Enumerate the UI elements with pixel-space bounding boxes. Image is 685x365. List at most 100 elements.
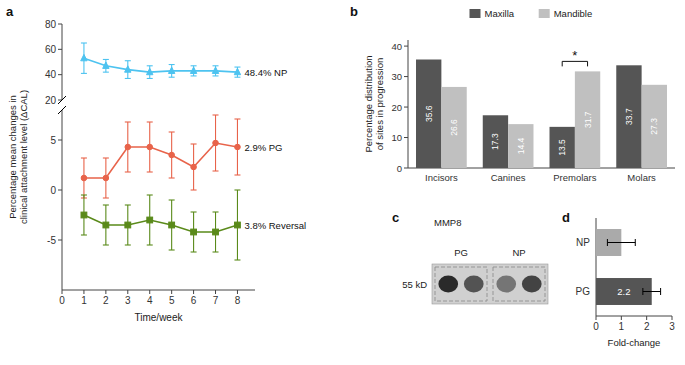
y-tick-label: 0: [397, 163, 402, 174]
bar: [616, 65, 641, 168]
error-bar: [169, 65, 175, 78]
error-cap: [81, 157, 87, 158]
data-label: 33.7: [624, 108, 634, 125]
error-bar: [147, 66, 153, 79]
y-tick-label: 5: [50, 135, 56, 146]
data-label: 31.7: [583, 111, 593, 128]
axes: 0123NPPG: [576, 218, 676, 332]
y-tick-label: 40: [391, 41, 402, 52]
blot-target: MMP8: [434, 217, 461, 228]
bar: [642, 85, 667, 168]
error-bar: [234, 119, 240, 175]
error-cap: [635, 239, 636, 246]
point: [81, 212, 87, 218]
error-cap: [169, 64, 175, 65]
data-labels: 2.2: [617, 286, 630, 297]
error-bar: [147, 195, 153, 245]
x-tick-label: Incisors: [425, 172, 458, 183]
y-tick: [58, 190, 62, 191]
x-tick: [62, 290, 63, 294]
plot-area: [416, 60, 667, 168]
x-tick-label: 3: [669, 321, 675, 332]
x-tick-label: Premolars: [553, 172, 597, 183]
error-cap: [147, 171, 153, 172]
point: [81, 54, 87, 60]
error-cap: [169, 199, 175, 200]
error-cap: [147, 65, 153, 66]
lane-label: NP: [512, 247, 525, 258]
data-label: 14.4: [516, 138, 526, 155]
error-cap: [81, 194, 87, 195]
y-axis-label: Percentage mean changes inclinical attac…: [7, 90, 29, 224]
error-line: [643, 291, 661, 292]
point: [234, 68, 240, 74]
error-cap: [234, 174, 240, 175]
x-tick-label: 3: [125, 295, 131, 306]
point: [191, 164, 197, 170]
error-cap: [607, 239, 608, 246]
point: [212, 67, 218, 73]
point: [213, 229, 219, 235]
x-tick: [193, 290, 194, 294]
lane-box: [435, 267, 487, 301]
y-tick-label: 10: [391, 132, 402, 143]
label-line: Percentage mean changes in: [7, 95, 18, 219]
break-mark: [58, 96, 66, 104]
series-label: 3.8% Reversal: [244, 220, 306, 231]
x-axis-label: Fold-change: [608, 337, 661, 348]
break-mark: [58, 106, 66, 114]
error-cap: [169, 249, 175, 250]
y-tick: [404, 168, 408, 169]
error-cap: [125, 78, 131, 79]
point: [168, 67, 174, 73]
error-cap: [125, 244, 131, 245]
x-tick: [127, 290, 128, 294]
error-cap: [125, 60, 131, 61]
blot-band: [464, 276, 484, 293]
blot-band: [438, 276, 458, 293]
point: [235, 144, 241, 150]
point: [125, 66, 131, 72]
error-bar: [191, 144, 197, 190]
error-cap: [81, 42, 87, 43]
legend-swatch: [470, 9, 481, 18]
error-cap: [103, 59, 109, 60]
y-tick-label: 40: [45, 69, 57, 80]
error-bar: [169, 200, 175, 250]
bar: [575, 71, 600, 168]
bar: [416, 60, 441, 168]
x-tick-label: 1: [619, 321, 625, 332]
data-label: 13.5: [557, 139, 567, 156]
y-tick-label: -5: [47, 235, 56, 246]
series-label: 48.4% NP: [244, 67, 287, 78]
error-bar: [213, 212, 219, 252]
error-cap: [147, 244, 153, 245]
x-tick: [105, 290, 106, 294]
y-axis: [62, 24, 63, 100]
data-labels: 35.617.313.533.726.614.431.727.3: [424, 105, 660, 155]
x-tick: [149, 290, 150, 294]
bar: [550, 127, 575, 168]
point: [190, 67, 196, 73]
error-cap: [234, 259, 240, 260]
legend-label: Mandible: [554, 8, 593, 19]
data-label: 35.6: [424, 105, 434, 122]
x-tick: [215, 290, 216, 294]
error-cap: [169, 77, 175, 78]
data-label: 27.3: [649, 118, 659, 135]
legend: MaxillaMandible: [470, 8, 593, 19]
error-cap: [660, 288, 661, 295]
data-label: 2.2: [617, 286, 630, 297]
error-bar: [213, 66, 219, 76]
x-tick: [596, 316, 597, 320]
y-tick: [58, 240, 62, 241]
error-bar: [125, 122, 131, 172]
error-bar: [643, 288, 661, 295]
point: [147, 68, 153, 74]
error-bar: [169, 132, 175, 178]
error-cap: [191, 211, 197, 212]
error-bar: [125, 61, 131, 79]
axes: -505012345678: [47, 110, 255, 306]
point: [213, 140, 219, 146]
y-tick: [404, 137, 408, 138]
